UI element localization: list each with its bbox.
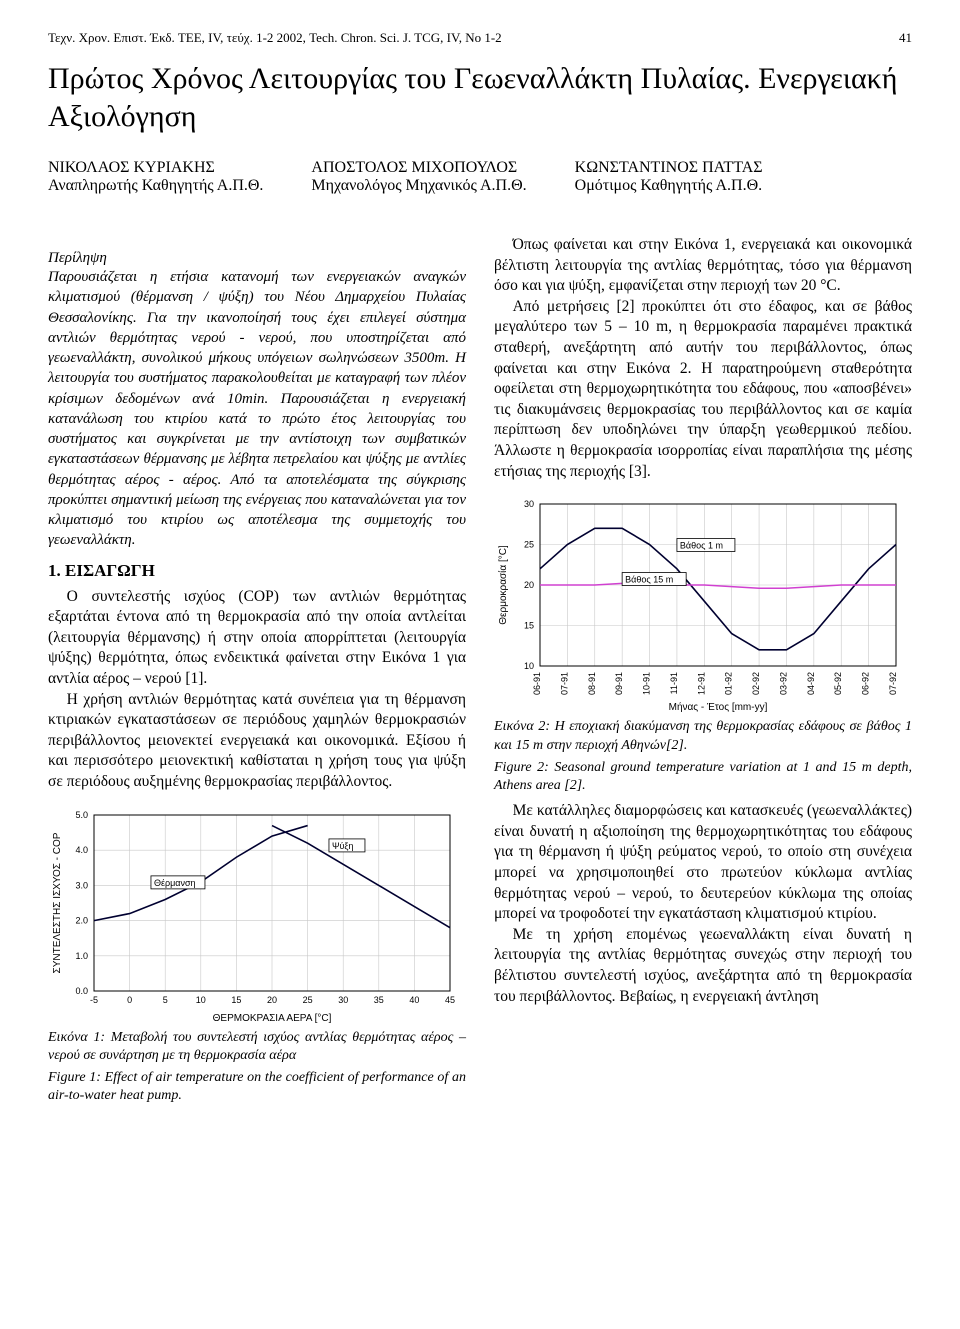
svg-text:1.0: 1.0: [75, 950, 88, 960]
svg-text:0: 0: [127, 995, 132, 1005]
svg-text:Βάθος 1 m: Βάθος 1 m: [680, 541, 723, 551]
body-paragraph: Με τη χρήση επομένως γεωεναλλάκτη είναι …: [494, 925, 912, 1007]
figure-1-caption-en: Figure 1: Effect of air temperature on t…: [48, 1069, 466, 1105]
svg-text:5.0: 5.0: [75, 810, 88, 820]
body-paragraph: Όπως φαίνεται και στην Εικόνα 1, ενεργει…: [494, 235, 912, 297]
svg-text:06-92: 06-92: [861, 672, 871, 695]
svg-text:10: 10: [196, 995, 206, 1005]
svg-text:Ψύξη: Ψύξη: [332, 841, 353, 851]
figure-2-caption-en: Figure 2: Seasonal ground temperature va…: [494, 759, 912, 795]
author-affiliation: Ομότιμος Καθηγητής Α.Π.Θ.: [575, 177, 763, 195]
svg-text:01-92: 01-92: [724, 672, 734, 695]
author-affiliation: Μηχανολόγος Μηχανικός Α.Π.Θ.: [311, 177, 526, 195]
svg-text:30: 30: [524, 499, 534, 509]
section-heading: 1. ΕΙΣΑΓΩΓΗ: [48, 561, 466, 581]
author-name: ΚΩΝΣΤΑΝΤΙΝΟΣ ΠΑΤΤΑΣ: [575, 159, 763, 177]
svg-text:07-92: 07-92: [888, 672, 898, 695]
left-column: Περίληψη Παρουσιάζεται η ετήσια κατανομή…: [48, 235, 466, 1111]
svg-text:08-91: 08-91: [587, 672, 597, 695]
body-paragraph: Από μετρήσεις [2] προκύπτει ότι στο έδαφ…: [494, 297, 912, 482]
svg-text:45: 45: [445, 995, 455, 1005]
svg-text:40: 40: [409, 995, 419, 1005]
figure-2: 10 15 20 25 30 06-91 07-91 08-91 09-91 10-91 11-91…: [494, 494, 912, 795]
page-number: 41: [899, 30, 912, 46]
svg-text:15: 15: [231, 995, 241, 1005]
svg-text:30: 30: [338, 995, 348, 1005]
figure-2-caption-gr: Εικόνα 2: Η εποχιακή διακύμανση της θερμ…: [494, 718, 912, 754]
svg-text:Βάθος 15 m: Βάθος 15 m: [625, 575, 673, 585]
svg-text:12-91: 12-91: [696, 672, 706, 695]
author: ΚΩΝΣΤΑΝΤΙΝΟΣ ΠΑΤΤΑΣ Ομότιμος Καθηγητής Α…: [575, 159, 763, 195]
authors-block: ΝΙΚΟΛΑΟΣ ΚΥΡΙΑΚΗΣ Αναπληρωτής Καθηγητής …: [48, 159, 912, 195]
author-affiliation: Αναπληρωτής Καθηγητής Α.Π.Θ.: [48, 177, 263, 195]
svg-text:0.0: 0.0: [75, 986, 88, 996]
body-paragraph: Ο συντελεστής ισχύος (COP) των αντλιών θ…: [48, 587, 466, 690]
svg-text:35: 35: [374, 995, 384, 1005]
author-name: ΝΙΚΟΛΑΟΣ ΚΥΡΙΑΚΗΣ: [48, 159, 263, 177]
running-head-left: Τεχν. Χρον. Επιστ. Έκδ. ΤΕΕ, IV, τεύχ. 1…: [48, 30, 502, 46]
svg-text:11-91: 11-91: [669, 672, 679, 694]
svg-text:10-91: 10-91: [642, 672, 652, 695]
svg-text:20: 20: [524, 580, 534, 590]
figure-1-caption-gr: Εικόνα 1: Μεταβολή του συντελεστή ισχύος…: [48, 1029, 466, 1065]
svg-text:15: 15: [524, 621, 534, 631]
figure-1-chart: 0.0 1.0 2.0 3.0 4.0 5.0 -5 0 5 10 15 20 25 30 35 40 45 Θέ…: [48, 805, 458, 1025]
svg-text:09-91: 09-91: [614, 672, 624, 695]
svg-text:07-91: 07-91: [559, 672, 569, 695]
svg-text:Θέρμανση: Θέρμανση: [154, 877, 196, 887]
body-paragraph: Με κατάλληλες διαμορφώσεις και κατασκευέ…: [494, 801, 912, 925]
svg-text:02-92: 02-92: [751, 672, 761, 695]
svg-text:05-92: 05-92: [833, 672, 843, 695]
page: Τεχν. Χρον. Επιστ. Έκδ. ΤΕΕ, IV, τεύχ. 1…: [0, 0, 960, 1151]
author: ΑΠΟΣΤΟΛΟΣ ΜΙΧΟΠΟΥΛΟΣ Μηχανολόγος Μηχανικ…: [311, 159, 526, 195]
svg-text:25: 25: [524, 540, 534, 550]
abstract-label: Περίληψη: [48, 250, 466, 267]
svg-text:Θερμοκρασία [°C]: Θερμοκρασία [°C]: [497, 545, 509, 625]
running-head: Τεχν. Χρον. Επιστ. Έκδ. ΤΕΕ, IV, τεύχ. 1…: [48, 30, 912, 46]
two-column-layout: Περίληψη Παρουσιάζεται η ετήσια κατανομή…: [48, 235, 912, 1111]
body-paragraph: Η χρήση αντλιών θερμότητας κατά συνέπεια…: [48, 690, 466, 793]
svg-text:04-92: 04-92: [806, 672, 816, 695]
svg-text:20: 20: [267, 995, 277, 1005]
svg-text:25: 25: [303, 995, 313, 1005]
page-title: Πρώτος Χρόνος Λειτουργίας του Γεωεναλλάκ…: [48, 60, 912, 135]
figure-1: 0.0 1.0 2.0 3.0 4.0 5.0 -5 0 5 10 15 20 25 30 35 40 45 Θέ…: [48, 805, 466, 1106]
svg-text:ΘΕΡΜΟΚΡΑΣΙΑ ΑΕΡΑ [°C]: ΘΕΡΜΟΚΡΑΣΙΑ ΑΕΡΑ [°C]: [213, 1013, 332, 1024]
svg-text:2.0: 2.0: [75, 915, 88, 925]
svg-text:4.0: 4.0: [75, 845, 88, 855]
svg-text:06-91: 06-91: [532, 672, 542, 695]
svg-text:Μήνας - Έτος [mm-yy]: Μήνας - Έτος [mm-yy]: [669, 701, 768, 713]
author: ΝΙΚΟΛΑΟΣ ΚΥΡΙΑΚΗΣ Αναπληρωτής Καθηγητής …: [48, 159, 263, 195]
svg-text:03-92: 03-92: [778, 672, 788, 695]
svg-text:10: 10: [524, 661, 534, 671]
svg-text:-5: -5: [90, 995, 98, 1005]
author-name: ΑΠΟΣΤΟΛΟΣ ΜΙΧΟΠΟΥΛΟΣ: [311, 159, 526, 177]
abstract-text: Παρουσιάζεται η ετήσια κατανομή των ενερ…: [48, 267, 466, 551]
svg-text:3.0: 3.0: [75, 880, 88, 890]
right-column: Όπως φαίνεται και στην Εικόνα 1, ενεργει…: [494, 235, 912, 1111]
svg-text:ΣΥΝΤΕΛΕΣΤΗΣ ΙΣΧΥΟΣ - COP: ΣΥΝΤΕΛΕΣΤΗΣ ΙΣΧΥΟΣ - COP: [52, 832, 63, 973]
figure-2-chart: 10 15 20 25 30 06-91 07-91 08-91 09-91 10-91 11-91…: [494, 494, 904, 714]
svg-text:5: 5: [163, 995, 168, 1005]
